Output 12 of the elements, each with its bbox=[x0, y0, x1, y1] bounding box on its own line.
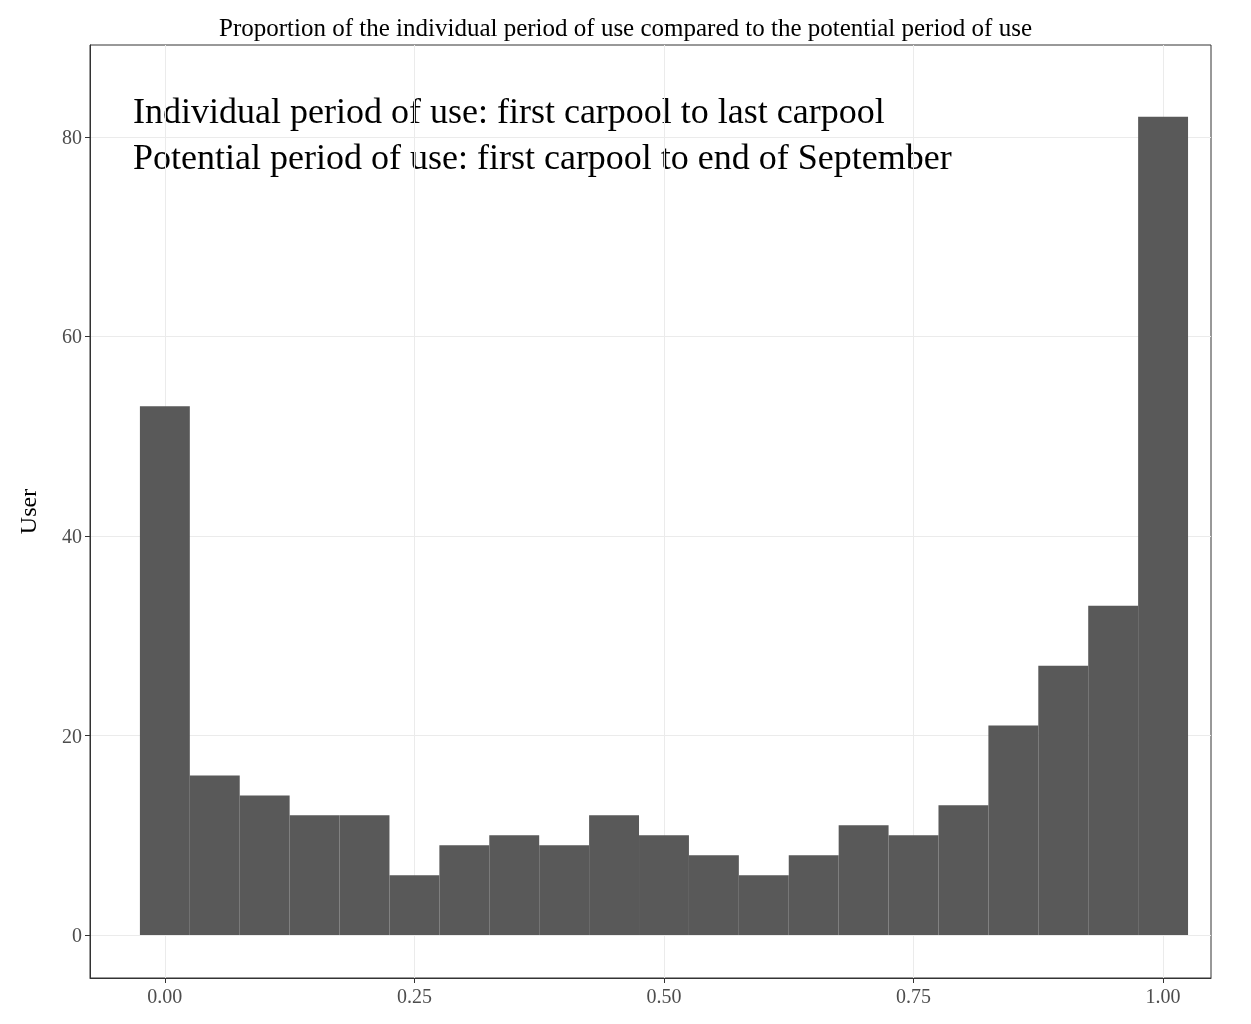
y-tick-label: 40 bbox=[62, 524, 82, 547]
x-tick-label: 0.00 bbox=[147, 985, 183, 1007]
x-tick-label: 0.25 bbox=[396, 985, 432, 1007]
x-tick-label: 0.50 bbox=[646, 985, 682, 1007]
y-tick-label: 60 bbox=[62, 325, 82, 348]
chart-title: Proportion of the individual period of use compared to the potential period of use bbox=[218, 14, 1033, 41]
y-tick-label: 80 bbox=[62, 125, 82, 148]
y-tick-label: 20 bbox=[62, 724, 82, 747]
x-tick-label: 0.75 bbox=[896, 985, 932, 1007]
y-axis-title: User bbox=[15, 488, 41, 535]
y-tick-label: 0 bbox=[72, 924, 82, 947]
x-tick-label: 1.00 bbox=[1145, 985, 1181, 1007]
